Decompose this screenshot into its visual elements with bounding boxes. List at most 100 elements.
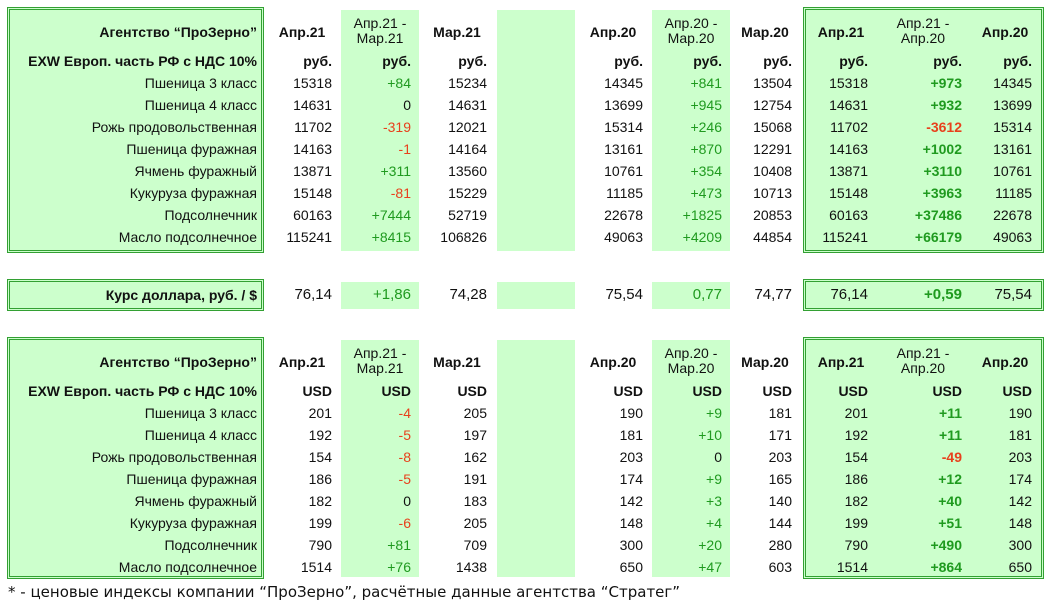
usd_table-cell: 197: [463, 427, 487, 443]
usd_table-row-label: Рожь продовольственная: [91, 449, 257, 465]
rub-title-box: [7, 7, 264, 253]
usd_table-cell: 154: [308, 449, 332, 465]
usd_table-header-7: Апр.21: [817, 354, 865, 370]
rub_table-cell: 15314: [604, 119, 643, 135]
rub_table-cell: +932: [930, 97, 962, 113]
rub_table-header-1: Апр.21 - Мар.21: [353, 15, 407, 46]
rub_table-cell: 115241: [822, 229, 868, 245]
usd_table-cell: 603: [768, 559, 792, 575]
rub_table-cell: 15068: [753, 119, 792, 135]
usd_table-cell: 1514: [836, 559, 868, 575]
rub_table-unit-7: руб.: [839, 53, 868, 69]
rub_table-row-label: Кукуруза фуражная: [129, 185, 257, 201]
usd_table-cell: 203: [1008, 449, 1032, 465]
usd_table-cell: 300: [1008, 537, 1032, 553]
rub_table-row-label: Подсолнечник: [164, 207, 257, 223]
usd-summary-box: [803, 337, 1044, 579]
rub-diff1-column: [341, 10, 419, 251]
usd_table-cell: +10: [698, 427, 722, 443]
rub_table-row-label: Пшеница 3 класс: [144, 75, 257, 91]
usd_table-cell: 162: [463, 449, 487, 465]
rub_table-cell: 13560: [448, 163, 487, 179]
usd_table-cell: +40: [938, 493, 962, 509]
usd_table-cell: 174: [1008, 471, 1032, 487]
rub_table-cell: 49063: [993, 229, 1032, 245]
usd_table-unit-2: USD: [457, 383, 487, 399]
rub_table-cell: +1002: [922, 141, 962, 157]
rub-summary-box: [803, 7, 1044, 253]
rub_table-cell: 115241: [286, 229, 332, 245]
fx-cell: 0,77: [692, 286, 722, 303]
rub_table-unit-9: руб.: [1003, 53, 1032, 69]
rub_table-cell: 22678: [993, 207, 1032, 223]
usd_table-cell: +76: [387, 559, 411, 575]
usd_table-header-0: Апр.21: [278, 354, 326, 370]
fx-cell: 74,77: [754, 286, 792, 303]
usd_table-unit-4: USD: [613, 383, 643, 399]
usd_table-cell: 203: [768, 449, 792, 465]
rub_table-header-4: Апр.20: [589, 24, 637, 40]
usd_table-header-4: Апр.20: [589, 354, 637, 370]
usd_table-cell: 192: [844, 427, 868, 443]
usd_table-cell: 191: [463, 471, 487, 487]
rub_table-cell: 13504: [753, 75, 792, 91]
usd_table-cell: 181: [768, 405, 792, 421]
usd_table-header-2: Мар.21: [433, 354, 481, 370]
usd_table-header-8: Апр.21 - Апр.20: [896, 345, 950, 376]
usd_table-cell: 205: [463, 515, 487, 531]
rub_table-cell: +354: [690, 163, 722, 179]
rub_table-cell: 14345: [993, 75, 1032, 91]
rub_table-unit-1: руб.: [382, 53, 411, 69]
usd_table-cell: 148: [1008, 515, 1032, 531]
rub_table-cell: 14631: [829, 97, 868, 113]
rub_table-cell: 12291: [753, 141, 792, 157]
rub_table-header-8: Апр.21 - Апр.20: [896, 15, 950, 46]
rub_table-unit-4: руб.: [614, 53, 643, 69]
usd_table-cell: 300: [619, 537, 643, 553]
fx-label: Курс доллара, руб. / $: [105, 287, 257, 303]
usd_table-cell: 709: [463, 537, 487, 553]
fx-diff1-cell: [341, 282, 419, 309]
usd_table-cell: 190: [619, 405, 643, 421]
usd_table-cell: 201: [308, 405, 332, 421]
rub_table-cell: 11185: [995, 185, 1032, 201]
rub_table-cell: 14164: [448, 141, 487, 157]
usd_table-cell: 181: [1008, 427, 1032, 443]
usd_table-unit-8: USD: [932, 383, 962, 399]
usd_table-cell: 201: [844, 405, 868, 421]
rub_table-cell: 10761: [604, 163, 643, 179]
rub_table-cell: 52719: [448, 207, 487, 223]
usd_table-cell: 148: [619, 515, 643, 531]
rub_table-cell: 15148: [293, 185, 332, 201]
usd_table-cell: 650: [619, 559, 643, 575]
usd_table-cell: +3: [706, 493, 722, 509]
rub_table-cell: 11185: [606, 185, 643, 201]
usd_table-unit-6: USD: [762, 383, 792, 399]
usd_table-cell: 205: [463, 405, 487, 421]
rub_table-cell: 14345: [604, 75, 643, 91]
rub_table-cell: +3110: [923, 163, 962, 179]
usd_table-row-label: Подсолнечник: [164, 537, 257, 553]
rub_table-cell: 12754: [753, 97, 792, 113]
fx-cell: +0,59: [924, 286, 962, 303]
rub_table-cell: 14163: [829, 141, 868, 157]
rub_table-subtitle: EXW Европ. часть РФ с НДС 10%: [28, 53, 257, 69]
usd_table-header-1: Апр.21 - Мар.21: [353, 345, 407, 376]
rub_table-row-label: Рожь продовольственная: [91, 119, 257, 135]
fx-summary-box: [803, 279, 1044, 311]
usd_table-cell: 199: [844, 515, 868, 531]
rub_table-cell: 13871: [293, 163, 332, 179]
usd_table-row-label: Пшеница фуражная: [126, 471, 257, 487]
rub_table-row-label: Пшеница 4 класс: [144, 97, 257, 113]
usd_table-cell: 165: [768, 471, 792, 487]
rub_table-cell: 44854: [753, 229, 792, 245]
rub_table-header-2: Мар.21: [433, 24, 481, 40]
usd_table-cell: 144: [768, 515, 792, 531]
usd_table-cell: +12: [938, 471, 962, 487]
usd_table-header-9: Апр.20: [981, 354, 1029, 370]
usd_table-title: Агентство “ПроЗерно”: [99, 354, 257, 370]
rub_table-cell: 14631: [293, 97, 332, 113]
footnote: * - ценовые индексы компании “ПроЗерно”,…: [8, 583, 681, 601]
rub_table-cell: 106826: [440, 229, 487, 245]
rub_table-cell: +973: [930, 75, 962, 91]
